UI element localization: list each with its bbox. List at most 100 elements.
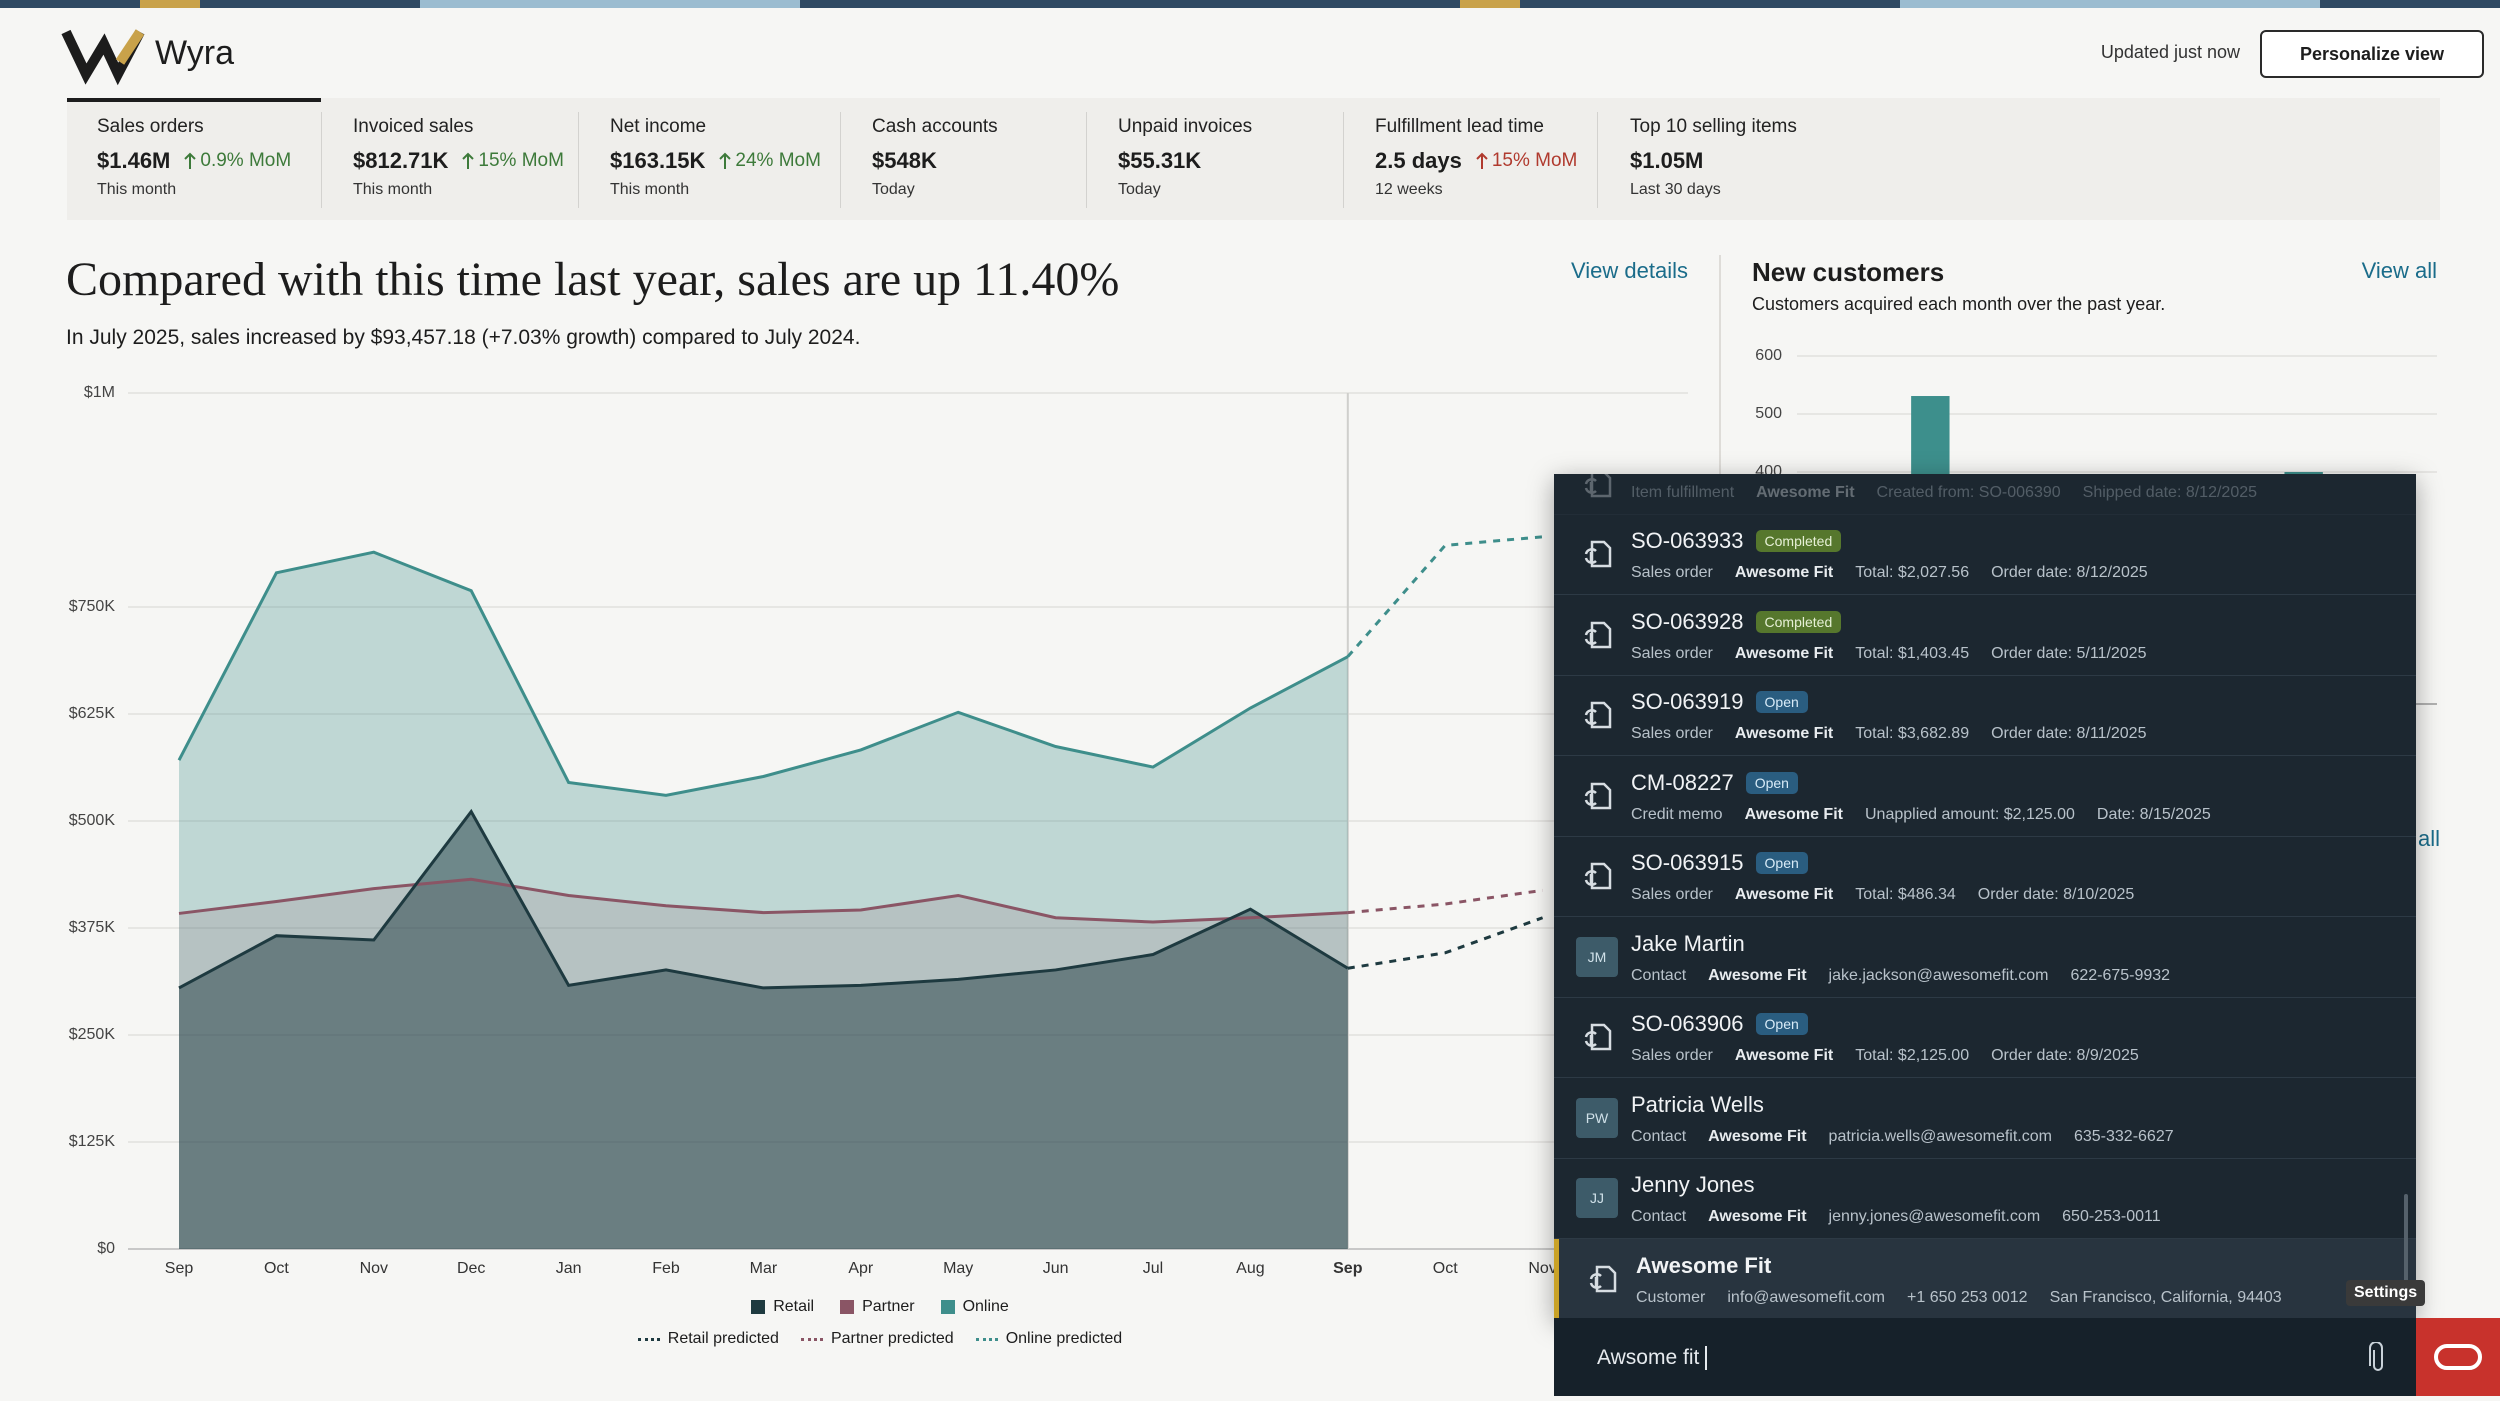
assistant-button[interactable] — [2416, 1318, 2500, 1396]
x-tick-label: Jan — [556, 1260, 582, 1277]
view-all-partial[interactable]: all — [2418, 826, 2441, 851]
record-icon — [1584, 701, 1612, 729]
result-kind: Sales order — [1631, 644, 1713, 662]
record-icon — [1584, 540, 1612, 568]
legend-label: Online — [962, 1298, 1009, 1315]
result-kind: Credit memo — [1631, 805, 1723, 823]
status: Updated just now — [2100, 42, 2240, 62]
kpi-sub: Today — [872, 181, 915, 198]
legend-swatch — [840, 1300, 855, 1314]
result-row[interactable]: SO-063928 Completed Sales order Awesome Fit… — [1554, 595, 2416, 676]
kpi-label: Fulfillment lead time — [1375, 116, 1544, 137]
kpi-value: $163.15K — [610, 148, 706, 173]
result-kind: Contact — [1631, 1127, 1687, 1145]
avatar: JM — [1576, 936, 1618, 977]
kpi-label: Cash accounts — [872, 116, 998, 137]
status-badge: Completed — [1755, 530, 1842, 552]
arrow-glyph — [184, 152, 197, 169]
legend-item: Online predicted — [975, 1330, 1122, 1348]
tooltip: Settings — [2346, 1280, 2426, 1306]
kpi-value: $812.71K — [353, 148, 449, 173]
result-kind: Sales order — [1631, 564, 1713, 581]
result-field: jake.jackson@awesomefit.com — [1828, 966, 2049, 984]
subheadline: In July 2025, sales increased by $93,457… — [66, 326, 861, 349]
x-tick-label: Apr — [848, 1260, 874, 1277]
result-title-text: SO-063906 — [1631, 1011, 1744, 1036]
result-field: Total: $486.34 — [1855, 886, 1956, 903]
y-tick-label: $500K — [69, 812, 116, 829]
result-kind: Customer — [1636, 1288, 1706, 1306]
result-title: Patricia Wells — [1631, 1092, 1764, 1118]
view-details[interactable]: View details — [1571, 258, 1688, 283]
predicted-line — [1347, 916, 1544, 970]
legend-swatch — [751, 1300, 766, 1314]
record-icon — [1584, 862, 1612, 890]
personalize-button[interactable]: Personalize view — [2260, 30, 2484, 78]
search-input[interactable]: Awsome fit — [1597, 1346, 1708, 1370]
y-tick-label: 500 — [1755, 405, 1782, 422]
result-field: Order date: 8/11/2025 — [1991, 725, 2147, 742]
legend-label: Partner — [862, 1298, 915, 1315]
kpi-change-text: 15% MoM — [1491, 150, 1578, 171]
result-company: Awesome Fit — [1734, 1047, 1834, 1064]
panel-title: New customers — [1752, 257, 1945, 287]
x-tick-label: Jun — [1043, 1260, 1069, 1277]
predicted-line — [1347, 888, 1543, 915]
y-tick-label: $375K — [69, 919, 116, 936]
legend-swatch — [800, 1337, 823, 1341]
kpi-sub: 12 weeks — [1375, 181, 1443, 198]
result-details: Sales order Awesome Fit Total: $3,682.89 Or… — [1631, 725, 2146, 743]
result-kind: Contact — [1631, 1208, 1687, 1225]
y-tick-label: $250K — [69, 1026, 116, 1043]
headline: Compared with this time last year, sales… — [66, 253, 1120, 306]
result-row[interactable]: JJ Jenny Jones Contact Awesome Fit jenny.jon… — [1554, 1158, 2416, 1239]
result-field: Order date: 8/9/2025 — [1991, 1047, 2139, 1064]
line — [177, 550, 1349, 797]
attach-icon[interactable] — [2366, 1342, 2390, 1374]
legend-swatch — [940, 1300, 955, 1314]
result-title: CM-08227 Open — [1631, 770, 1798, 796]
result-row[interactable]: SO-063919 Open Sales order Awesome Fit Total… — [1554, 675, 2416, 756]
result-row-partial: Item fulfillment Awesome Fit Created from:… — [1554, 474, 2416, 515]
legend-label: Retail predicted — [667, 1330, 779, 1347]
result-row[interactable]: CM-08227 Open Credit memo Awesome Fit Unappl… — [1554, 756, 2416, 837]
legend: Retail predicted Partner predicted Online … — [480, 1330, 1280, 1348]
legend-swatch — [975, 1337, 998, 1341]
arrow-glyph — [719, 152, 732, 169]
result-title: SO-063915 Open — [1631, 850, 1808, 876]
result-row[interactable]: SO-063906 Open Sales order Awesome Fit Total… — [1554, 997, 2416, 1078]
result-row[interactable]: SO-063933 Completed Sales order Awesome Fit… — [1554, 514, 2416, 595]
kpi-separator — [840, 112, 841, 208]
kpi-sub: This month — [353, 181, 433, 198]
legend-swatch — [637, 1337, 660, 1341]
kpi-separator — [321, 112, 322, 208]
line — [178, 877, 1348, 924]
kpi-value-row: $812.71K 15% MoM — [353, 148, 564, 174]
kpi-label: Invoiced sales — [353, 116, 474, 137]
kpi-separator — [578, 112, 579, 208]
kpi-value-row: $55.31K — [1118, 148, 1201, 174]
legend-label: Partner predicted — [830, 1330, 954, 1347]
result-company: Awesome Fit — [1744, 805, 1843, 823]
arrow-glyph — [462, 152, 475, 169]
result-row[interactable]: PW Patricia Wells Contact Awesome Fit patric… — [1554, 1078, 2416, 1159]
result-title-text: CM-08227 — [1631, 769, 1734, 795]
result-row[interactable]: JM Jake Martin Contact Awesome Fit jake.jack… — [1554, 917, 2416, 998]
kpi-change-text: 0.9% MoM — [200, 150, 292, 171]
result-field: Order date: 8/12/2025 — [1991, 564, 2148, 581]
legend: Retail Partner Online — [580, 1298, 1180, 1316]
result-title-text: SO-063915 — [1631, 850, 1744, 875]
caret — [1705, 1346, 1708, 1370]
view-all[interactable]: View all — [2361, 258, 2437, 283]
kpi-value-row: $1.46M 0.9% MoM — [97, 148, 291, 174]
y-tick-label: $1M — [84, 384, 115, 401]
result-row[interactable]: SO-063915 Open Sales order Awesome Fit Total… — [1554, 836, 2416, 917]
result-title-text: Awesome Fit — [1636, 1252, 1772, 1278]
result-field: 622-675-9932 — [2070, 966, 2171, 984]
x-tick-label: Oct — [1433, 1260, 1458, 1277]
record-icon — [1584, 621, 1612, 648]
result-title-text: Patricia Wells — [1631, 1091, 1764, 1117]
result-row[interactable]: Awesome Fit Customer info@awesomefit.com +1… — [1554, 1238, 2416, 1318]
legend-item: Partner — [840, 1298, 915, 1316]
